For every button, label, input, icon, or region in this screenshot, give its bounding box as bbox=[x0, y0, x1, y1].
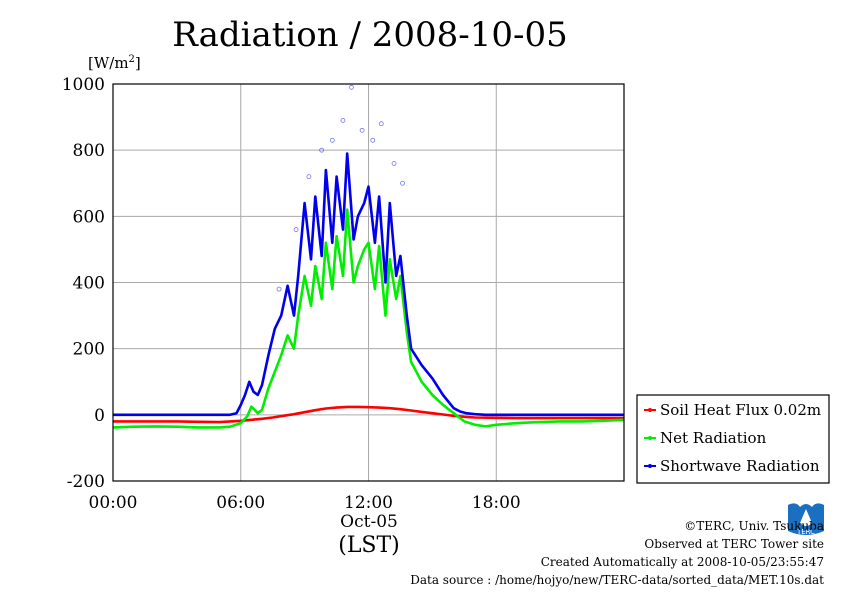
credit-line-3: Created Automatically at 2008-10-05/23:5… bbox=[540, 555, 824, 569]
credit-line-2: Observed at TERC Tower site bbox=[644, 537, 824, 551]
y-tick-label: 0 bbox=[94, 406, 105, 426]
plot-frame bbox=[112, 83, 625, 482]
scatter-point bbox=[329, 137, 335, 143]
terc-logo: TERC bbox=[786, 501, 826, 537]
legend: Soil Heat Flux 0.02m Net Radiation Shortwa… bbox=[636, 394, 830, 484]
x-tick-label: 06:00 bbox=[216, 493, 265, 513]
x-tick-label: 00:00 bbox=[89, 493, 138, 513]
y-tick-label: -200 bbox=[67, 472, 105, 492]
series-layer bbox=[112, 84, 625, 429]
credit-line-1: ©TERC, Univ. Tsukuba bbox=[684, 519, 824, 533]
scatter-point bbox=[319, 147, 325, 153]
y-axis-unit: [W/m2] bbox=[88, 54, 141, 72]
series-line-0 bbox=[113, 405, 624, 424]
y-tick-labels: -200 0 200 400 600 800 1000 bbox=[62, 75, 105, 492]
x-tick-labels: 00:00 06:00 12:00 18:00 bbox=[89, 493, 521, 513]
y-tick-label: 200 bbox=[73, 340, 105, 360]
x-tick-label: 12:00 bbox=[344, 493, 393, 513]
scatter-point bbox=[349, 84, 354, 90]
y-tick-label: 400 bbox=[73, 274, 105, 294]
legend-marker bbox=[648, 464, 652, 468]
legend-label: Net Radiation bbox=[660, 429, 767, 447]
scatter-point bbox=[378, 121, 384, 127]
legend-label: Shortwave Radiation bbox=[660, 457, 820, 475]
scatter-point bbox=[276, 286, 282, 292]
scatter-point bbox=[391, 160, 397, 166]
y-tick-label: 800 bbox=[73, 141, 105, 161]
chart-title: Radiation / 2008-10-05 bbox=[172, 15, 568, 55]
scatter-point bbox=[340, 117, 346, 123]
series-line-2 bbox=[113, 152, 624, 417]
svg-text:TERC: TERC bbox=[796, 528, 815, 536]
series-line-1 bbox=[112, 208, 625, 429]
legend-marker bbox=[648, 408, 652, 412]
scatter-point bbox=[370, 137, 376, 143]
legend-marker bbox=[648, 436, 652, 440]
x-date-label: Oct-05 bbox=[340, 512, 398, 532]
scatter-point bbox=[306, 174, 312, 180]
scatter-point bbox=[293, 227, 299, 232]
y-tick-label: 600 bbox=[73, 207, 105, 227]
y-tick-label: 1000 bbox=[62, 75, 105, 95]
x-tick-label: 18:00 bbox=[472, 493, 521, 513]
legend-label: Soil Heat Flux 0.02m bbox=[660, 401, 821, 419]
x-axis-label: (LST) bbox=[338, 533, 400, 558]
scatter-point bbox=[400, 180, 405, 186]
credit-line-4: Data source : /home/hojyo/new/TERC-data/… bbox=[410, 573, 824, 587]
scatter-point bbox=[359, 127, 365, 133]
